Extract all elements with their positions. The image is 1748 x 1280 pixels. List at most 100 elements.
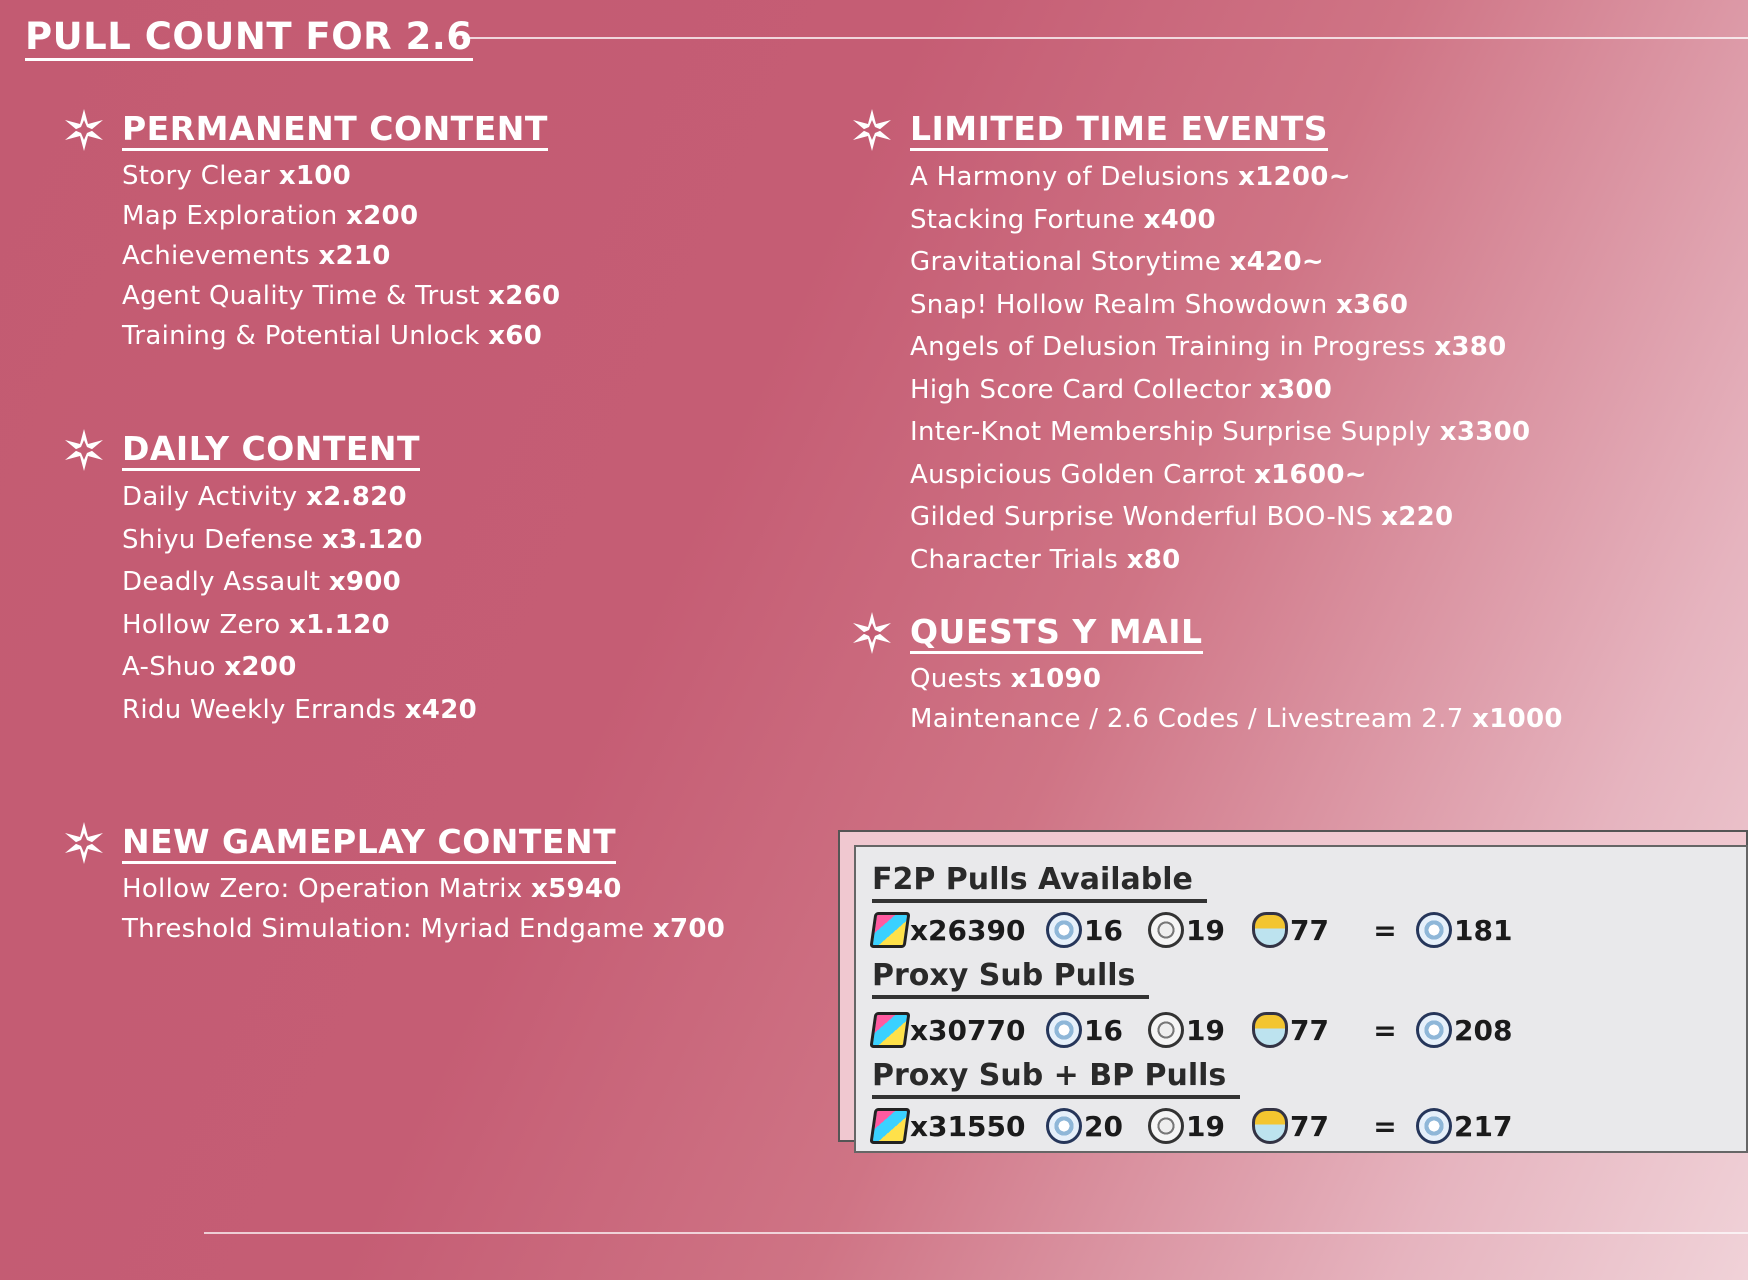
summary-row: x31550 20 19 77 = 217 [869, 1101, 1746, 1151]
master-tape-count: 19 [1186, 913, 1225, 947]
item-name: Auspicious Golden Carrot [910, 459, 1246, 490]
item-value: x420~ [1229, 247, 1324, 277]
encrypted-master-tape-icon [1416, 912, 1452, 948]
list-item: Story Clear x100 [122, 156, 560, 196]
item-name: Map Exploration [122, 201, 338, 231]
equals-sign: = [1373, 913, 1397, 947]
item-name: Training & Potential Unlock [122, 321, 480, 351]
boopon-count: 77 [1290, 1013, 1329, 1047]
summary-title: F2P Pulls Available [872, 861, 1207, 903]
list-item: Snap! Hollow Realm Showdown x360 [910, 284, 1530, 327]
divider [462, 37, 1748, 39]
item-name: Hollow Zero [122, 609, 281, 640]
list-item: Angels of Delusion Training in Progress … [910, 326, 1530, 369]
item-value: x700 [652, 914, 726, 944]
master-tape-icon [1148, 912, 1184, 948]
encrypted-tape-count: 16 [1084, 1013, 1123, 1047]
sparkle-star-icon [850, 611, 894, 655]
list-item: High Score Card Collector x300 [910, 369, 1530, 412]
sparkle-star-icon [62, 108, 106, 152]
item-name: Gravitational Storytime [910, 247, 1222, 277]
item-name: Achievements [122, 241, 310, 271]
polychrome-amount: x30770 [910, 1013, 1026, 1047]
section-header: QUESTS Y MAIL [850, 611, 1563, 655]
item-name: Deadly Assault [122, 567, 321, 597]
sparkle-star-icon [850, 108, 894, 152]
encrypted-tape-count: 20 [1084, 1109, 1123, 1143]
list-item: Gilded Surprise Wonderful BOO-NS x220 [910, 496, 1530, 539]
item-value: x60 [488, 321, 543, 351]
boopon-count: 77 [1290, 1109, 1329, 1143]
section-header: PERMANENT CONTENT [62, 108, 560, 152]
boopon-icon [1252, 1108, 1288, 1144]
polychrome-ticket-icon [869, 912, 911, 948]
item-value: x80 [1126, 544, 1181, 575]
list-item: Quests x1090 [910, 659, 1563, 699]
section-header: DAILY CONTENT [62, 428, 477, 472]
section-limited-events: LIMITED TIME EVENTS A Harmony of Delusion… [850, 108, 1530, 581]
polychrome-amount: x26390 [910, 913, 1026, 947]
master-tape-icon [1148, 1012, 1184, 1048]
list-item: Map Exploration x200 [122, 196, 560, 236]
equals-sign: = [1373, 1013, 1397, 1047]
total-pulls: 181 [1454, 913, 1513, 947]
item-value: x3.120 [322, 524, 423, 555]
item-value: x1.120 [289, 609, 390, 640]
section-permanent: PERMANENT CONTENT Story Clear x100 Map Exp… [62, 108, 560, 356]
item-value: x360 [1336, 289, 1409, 320]
list-item: Character Trials x80 [910, 539, 1530, 582]
list-item: Hollow Zero x1.120 [122, 604, 477, 647]
section-header: NEW GAMEPLAY CONTENT [62, 821, 725, 865]
boopon-count: 77 [1290, 913, 1329, 947]
sparkle-star-icon [62, 428, 106, 472]
summary-title: Proxy Sub + BP Pulls [872, 1057, 1241, 1099]
list-item: Training & Potential Unlock x60 [122, 316, 560, 356]
list-item: A-Shuo x200 [122, 646, 477, 689]
master-tape-count: 19 [1186, 1013, 1225, 1047]
section-title: QUESTS Y MAIL [910, 612, 1203, 654]
item-name: Inter-Knot Membership Surprise Supply [910, 417, 1432, 447]
total-pulls: 217 [1454, 1109, 1513, 1143]
section-title: PERMANENT CONTENT [122, 109, 548, 151]
item-value: x300 [1259, 374, 1333, 405]
section-title: NEW GAMEPLAY CONTENT [122, 822, 617, 864]
master-tape-icon [1148, 1108, 1184, 1144]
item-name: Quests [910, 664, 1003, 694]
item-value: x380 [1434, 332, 1507, 362]
item-name: Hollow Zero: Operation Matrix [122, 874, 523, 904]
item-value: x420 [404, 694, 477, 725]
item-value: x260 [488, 281, 561, 311]
item-name: Stacking Fortune [910, 204, 1136, 235]
list-item: Inter-Knot Membership Surprise Supply x3… [910, 411, 1530, 454]
item-name: Agent Quality Time & Trust [122, 281, 480, 311]
item-value: x220 [1381, 502, 1454, 532]
section-quests-mail: QUESTS Y MAIL Quests x1090 Maintenance / 2… [850, 611, 1563, 739]
encrypted-master-tape-icon [1416, 1108, 1452, 1144]
item-value: x900 [328, 567, 402, 597]
sparkle-star-icon [62, 821, 106, 865]
item-value: x3300 [1439, 417, 1531, 447]
page-title: PULL COUNT FOR 2.6 [25, 16, 473, 61]
item-value: x1090 [1010, 664, 1102, 694]
item-name: Threshold Simulation: Myriad Endgame [122, 914, 645, 944]
item-value: x200 [346, 201, 419, 231]
item-name: Angels of Delusion Training in Progress [910, 332, 1426, 362]
list-item: Stacking Fortune x400 [910, 199, 1530, 242]
boopon-icon [1252, 912, 1288, 948]
section-new-gameplay: NEW GAMEPLAY CONTENT Hollow Zero: Operati… [62, 821, 725, 949]
item-name: Character Trials [910, 544, 1119, 575]
item-name: Daily Activity [122, 482, 298, 512]
encrypted-master-tape-icon [1046, 912, 1082, 948]
item-value: x210 [318, 241, 391, 271]
list-item: Agent Quality Time & Trust x260 [122, 276, 560, 316]
item-value: x1600~ [1254, 459, 1367, 490]
item-name: High Score Card Collector [910, 374, 1252, 405]
list-item: Maintenance / 2.6 Codes / Livestream 2.7… [910, 699, 1563, 739]
section-header: LIMITED TIME EVENTS [850, 108, 1530, 152]
encrypted-master-tape-icon [1416, 1012, 1452, 1048]
equals-sign: = [1373, 1109, 1397, 1143]
item-value: x1000 [1472, 704, 1563, 734]
list-item: Deadly Assault x900 [122, 561, 477, 604]
summary-row: x26390 16 19 77 = 181 [869, 905, 1746, 955]
section-daily: DAILY CONTENT Daily Activity x2.820 Shiyu … [62, 428, 477, 731]
